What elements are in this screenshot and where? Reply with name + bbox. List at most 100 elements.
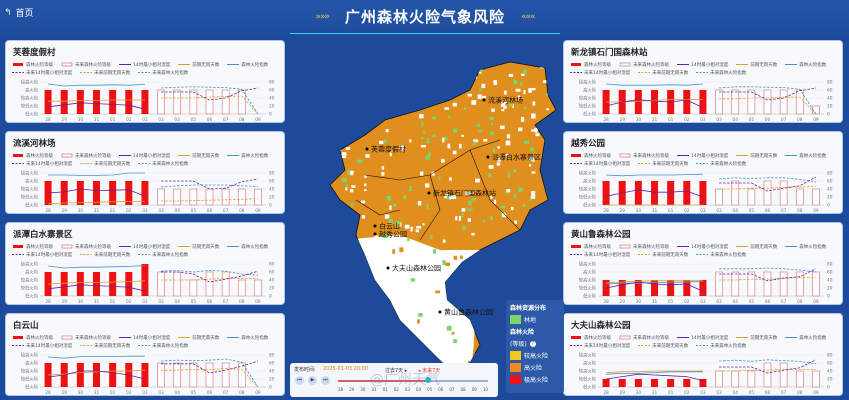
legend-item[interactable]: 未来森林火险等级: [61, 61, 111, 68]
future-level-bar[interactable]: [812, 188, 820, 206]
level-bar[interactable]: [141, 90, 149, 114]
fire-risk-map[interactable]: 流溪河林场芙蓉度假村派潭白水寨景区新龙镇石门国森林站白云山越秀公园大夫山森林公园…: [290, 40, 560, 400]
legend-item[interactable]: 14时最小相对湿度: [677, 61, 728, 68]
future-level-bar[interactable]: [189, 279, 198, 297]
station-marker[interactable]: [482, 98, 486, 102]
future-7-days-label[interactable]: ◂ 未来7天: [418, 368, 441, 374]
future-level-bar[interactable]: [157, 362, 165, 388]
future-level-bar[interactable]: [747, 188, 756, 206]
legend-item[interactable]: 森林火险等级: [12, 334, 53, 341]
future-level-bar[interactable]: [221, 271, 230, 297]
legend-item[interactable]: 未来森林火险指数: [138, 160, 188, 167]
legend-item[interactable]: 森林火险指数: [227, 152, 268, 159]
level-bar[interactable]: [76, 272, 84, 296]
home-button[interactable]: ↰ 首页: [4, 7, 34, 20]
level-bar[interactable]: [699, 90, 707, 114]
level-bar[interactable]: [602, 280, 610, 296]
legend-item[interactable]: 森林火险等级: [570, 152, 611, 159]
future-level-bar[interactable]: [237, 188, 246, 206]
future-level-bar[interactable]: [731, 89, 740, 115]
legend-item[interactable]: 14时最小相对湿度: [119, 334, 170, 341]
level-bar[interactable]: [76, 90, 84, 114]
future-level-bar[interactable]: [157, 271, 165, 297]
legend-item[interactable]: 未来前期无雨天数: [80, 160, 130, 167]
future-level-bar[interactable]: [254, 188, 262, 206]
level-bar[interactable]: [60, 90, 68, 114]
level-bar[interactable]: [93, 272, 100, 296]
level-bar[interactable]: [618, 280, 626, 296]
level-bar[interactable]: [60, 181, 68, 205]
level-bar[interactable]: [683, 280, 691, 296]
future-level-bar[interactable]: [173, 89, 182, 115]
legend-item[interactable]: 前期无雨天数: [178, 61, 219, 68]
future-level-bar[interactable]: [173, 188, 182, 206]
skip-back-button[interactable]: ⏮: [295, 376, 304, 385]
future-level-bar[interactable]: [189, 89, 198, 115]
level-bar[interactable]: [109, 272, 117, 296]
legend-item[interactable]: 未来前期无雨天数: [80, 251, 130, 258]
legend-item[interactable]: 未来前期无雨天数: [638, 69, 688, 76]
legend-item[interactable]: 前期无雨天数: [736, 243, 777, 250]
future-level-bar[interactable]: [779, 362, 788, 388]
future-level-bar[interactable]: [747, 370, 756, 388]
level-bar[interactable]: [651, 379, 658, 387]
legend-item[interactable]: 未来14时最小相对湿度: [12, 251, 72, 258]
legend-item[interactable]: 未来14时最小相对湿度: [570, 251, 630, 258]
station-marker[interactable]: [438, 310, 442, 314]
legend-item[interactable]: 未来森林火险等级: [61, 152, 111, 159]
future-level-bar[interactable]: [237, 89, 246, 115]
future-level-bar[interactable]: [763, 89, 772, 115]
play-button[interactable]: ▶: [308, 376, 317, 385]
level-bar[interactable]: [602, 379, 610, 387]
legend-item[interactable]: 未来森林火险等级: [619, 243, 669, 250]
legend-item[interactable]: 前期无雨天数: [178, 243, 219, 250]
legend-item[interactable]: 森林火险指数: [227, 243, 268, 250]
level-bar[interactable]: [699, 379, 707, 387]
level-bar[interactable]: [683, 90, 691, 114]
future-level-bar[interactable]: [715, 370, 723, 388]
level-bar[interactable]: [699, 181, 707, 205]
future-level-bar[interactable]: [157, 188, 165, 206]
future-level-bar[interactable]: [763, 180, 772, 206]
legend-item[interactable]: 未来森林火险指数: [696, 160, 746, 167]
legend-item[interactable]: 前期无雨天数: [178, 152, 219, 159]
level-bar[interactable]: [618, 379, 626, 387]
future-level-bar[interactable]: [779, 89, 788, 115]
legend-item[interactable]: 未来前期无雨天数: [80, 69, 130, 76]
legend-item[interactable]: 未来森林火险等级: [61, 243, 111, 250]
level-bar[interactable]: [76, 181, 84, 205]
level-bar[interactable]: [141, 264, 149, 296]
station-marker[interactable]: [365, 147, 369, 151]
future-level-bar[interactable]: [221, 362, 230, 388]
legend-item[interactable]: 14时最小相对湿度: [677, 243, 728, 250]
future-level-bar[interactable]: [795, 370, 804, 388]
legend-item[interactable]: 未来森林火险指数: [138, 251, 188, 258]
legend-item[interactable]: 14时最小相对湿度: [119, 243, 170, 250]
legend-item[interactable]: 未来前期无雨天数: [638, 251, 688, 258]
future-level-bar[interactable]: [779, 271, 788, 297]
legend-item[interactable]: 未来14时最小相对湿度: [570, 342, 630, 349]
level-bar[interactable]: [44, 90, 52, 114]
level-bar[interactable]: [93, 181, 100, 205]
legend-item[interactable]: 未来前期无雨天数: [638, 342, 688, 349]
time-slider[interactable]: [338, 380, 488, 382]
level-bar[interactable]: [125, 272, 133, 296]
future-level-bar[interactable]: [731, 180, 740, 206]
legend-item[interactable]: 未来14时最小相对湿度: [570, 69, 630, 76]
level-bar[interactable]: [93, 363, 100, 387]
future-level-bar[interactable]: [221, 89, 230, 115]
level-bar[interactable]: [76, 363, 84, 387]
level-bar[interactable]: [141, 181, 149, 205]
legend-item[interactable]: 未来14时最小相对湿度: [570, 160, 630, 167]
legend-item[interactable]: 未来森林火险等级: [619, 334, 669, 341]
level-bar[interactable]: [651, 90, 658, 114]
future-level-bar[interactable]: [795, 89, 804, 115]
future-level-bar[interactable]: [173, 362, 182, 388]
level-bar[interactable]: [634, 90, 642, 114]
legend-item[interactable]: 未来森林火险等级: [619, 61, 669, 68]
legend-item[interactable]: 未来森林火险指数: [696, 251, 746, 258]
legend-item[interactable]: 前期无雨天数: [178, 334, 219, 341]
station-marker[interactable]: [386, 266, 390, 270]
station-marker[interactable]: [486, 155, 490, 159]
legend-item[interactable]: 森林火险指数: [227, 61, 268, 68]
